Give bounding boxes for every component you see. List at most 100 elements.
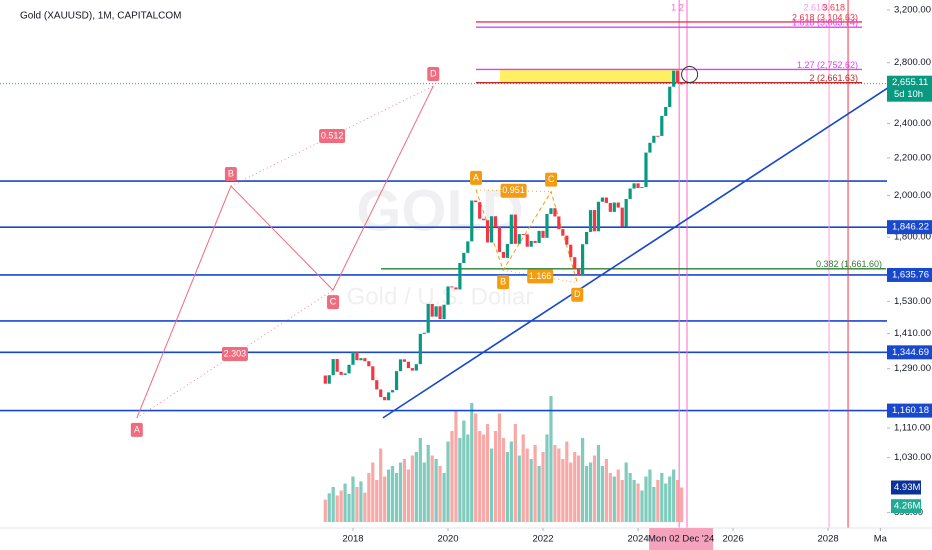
fib-label: 2.618 (3,104.63) xyxy=(792,12,858,22)
volume-bar xyxy=(394,473,399,522)
candle-body xyxy=(553,208,557,217)
candle-body xyxy=(501,251,506,258)
candle-body xyxy=(390,390,395,393)
candle-body xyxy=(660,115,664,136)
candle-body xyxy=(628,188,632,199)
pattern-point-label: A xyxy=(134,424,140,434)
candle-body xyxy=(485,220,490,243)
volume-bar xyxy=(569,462,573,522)
volume-bar xyxy=(422,462,426,522)
candle-body xyxy=(347,364,351,374)
candle-body xyxy=(446,286,450,305)
fib-label: 2 (2,661.63) xyxy=(809,73,858,83)
candle-body xyxy=(521,234,525,236)
level-tag-label: 1,635.76 xyxy=(892,269,929,280)
pattern-point-box xyxy=(470,170,483,185)
volume-bar xyxy=(454,410,458,522)
candle-body xyxy=(581,244,585,276)
time-fib-label: 3.618 xyxy=(823,2,846,12)
candle-body xyxy=(584,231,589,245)
candle-body xyxy=(335,359,339,372)
candle-body xyxy=(533,240,537,243)
volume-bar xyxy=(525,448,529,522)
candle-body xyxy=(577,268,581,276)
candle-body xyxy=(418,333,422,365)
volume-bar xyxy=(644,476,648,522)
last-price-label: 2,655.11 xyxy=(892,77,928,88)
candle-body xyxy=(604,197,608,203)
candle-body xyxy=(640,186,644,188)
volume-bar xyxy=(474,413,478,522)
volume-bar xyxy=(418,438,422,522)
pattern-ratio-line xyxy=(476,189,552,193)
volume-tag-label: 4.26M xyxy=(894,501,920,512)
volume-bar xyxy=(592,455,597,522)
volume-bar xyxy=(478,431,482,522)
pattern-point-label: C xyxy=(548,174,555,184)
candle-body xyxy=(450,286,454,288)
volume-bar xyxy=(446,441,450,522)
volume-bar xyxy=(335,495,339,522)
ratio-label: 0.512 xyxy=(321,130,344,140)
volume-bar xyxy=(367,473,371,522)
volume-bar xyxy=(363,492,367,522)
candle-body xyxy=(636,183,640,188)
volume-bar xyxy=(513,424,517,522)
candle-body xyxy=(561,229,565,236)
volume-bar xyxy=(680,487,684,522)
candle-body xyxy=(430,303,434,317)
volume-bar xyxy=(620,480,624,522)
watermark-ticker: GOLD xyxy=(356,178,524,243)
candle-body xyxy=(541,230,545,238)
candle-body xyxy=(616,202,620,208)
pattern-point-label: B xyxy=(228,168,234,178)
candle-body xyxy=(620,207,624,227)
volume-bar xyxy=(327,493,331,522)
x-tick-label: 2024 xyxy=(627,534,648,545)
volume-bar xyxy=(351,476,355,522)
x-tick-label: 2022 xyxy=(532,534,553,545)
candle-body xyxy=(402,359,407,362)
fib-label: 0.382 (1,661.60) xyxy=(816,259,882,269)
volume-bar xyxy=(450,431,454,522)
candle-body xyxy=(596,201,601,232)
volume-bar xyxy=(390,466,395,522)
volume-bar xyxy=(505,452,510,522)
volume-bar xyxy=(577,455,581,522)
pattern-point-label: B xyxy=(500,276,506,286)
crosshair-label: Mon 02 Dec '24 xyxy=(648,534,714,545)
volume-bar xyxy=(410,455,414,522)
volume-bar xyxy=(612,476,616,522)
level-tag xyxy=(887,403,932,418)
candle-body xyxy=(664,106,668,116)
volume-bar xyxy=(331,487,335,522)
candle-body xyxy=(505,244,510,258)
volume-bar xyxy=(462,420,466,522)
volume-bar xyxy=(359,481,363,522)
volume-bar xyxy=(648,469,652,522)
volume-bar xyxy=(371,462,375,522)
y-tick-label: 1,290.00 xyxy=(894,363,931,374)
candle-body xyxy=(592,210,597,232)
candle-body xyxy=(470,200,474,242)
volume-bar xyxy=(438,466,442,522)
candle-body xyxy=(676,70,680,84)
volume-tag-label: 4.93M xyxy=(894,482,920,493)
candle-body xyxy=(509,214,513,245)
candle-body xyxy=(624,198,628,227)
volume-bar xyxy=(656,480,660,522)
candle-body xyxy=(406,361,411,369)
volume-bar xyxy=(347,494,351,522)
candle-body xyxy=(668,86,672,107)
volume-bar xyxy=(458,438,462,522)
candle-body xyxy=(379,389,383,397)
pattern-point-label: A xyxy=(473,172,479,182)
time-fib-label: 2.618 xyxy=(804,2,827,12)
volume-bar xyxy=(387,469,391,522)
candle-body xyxy=(466,241,470,253)
candle-body xyxy=(493,216,498,228)
volume-bar xyxy=(581,438,585,522)
symbol-title: Gold (XAUUSD), 1M, CAPITALCOM xyxy=(20,11,182,22)
volume-bar xyxy=(664,483,668,522)
